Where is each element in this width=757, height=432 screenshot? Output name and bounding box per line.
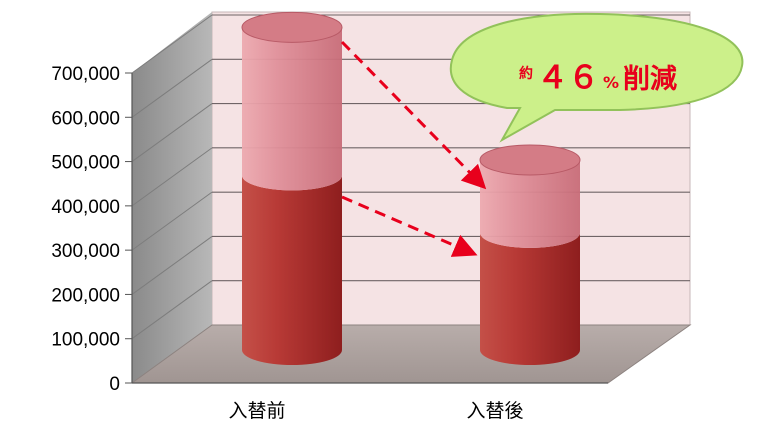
y-tick-label: 600,000 [51,108,120,129]
bar-cap [479,144,581,176]
y-tick-label: 400,000 [51,197,120,218]
arrow-mid [341,195,478,257]
gridline-side [131,103,213,162]
gridline-side [131,280,213,340]
gridline-side [131,14,213,74]
x-tick-label: 入替後 [466,400,523,422]
y-tick-label: 500,000 [51,153,120,174]
arrow-top [340,40,487,190]
y-tick-label: 100,000 [51,330,120,351]
bar-body [242,27,342,191]
callout-shape [449,12,744,143]
callout-percent: % [603,73,619,92]
bars [241,11,581,365]
bar-cap [241,11,343,43]
y-axis-ticks: 0 100,000 200,000 300,000 400,000 500,000 600,… [51,64,132,395]
bar-body [480,232,580,365]
callout-bubble: 約 ４６ % 削減 [449,12,744,143]
callout-number: ４６ [537,60,599,96]
callout-text: 約 ４６ % 削減 [519,60,677,96]
y-tick-label: 200,000 [51,285,120,306]
bar-segment [242,175,342,365]
gridline-side [131,236,213,295]
bar-segment [241,11,343,191]
y-tick-label: 0 [109,374,120,395]
x-axis-labels: 入替前 入替後 [228,400,523,422]
bar-segment [479,144,581,248]
gridline-side [131,147,213,207]
y-tick-label: 300,000 [51,241,120,262]
chart-floor [130,324,692,384]
callout-prefix: 約 [519,65,533,82]
callout-word: 削減 [623,64,677,95]
gridline-side [131,191,213,251]
bar-body [480,159,580,248]
y-tick-label: 700,000 [51,64,120,85]
gridline-side [131,58,213,118]
bar-segment [480,232,580,365]
chart-side-wall [132,12,212,383]
x-tick-label: 入替前 [228,400,285,422]
reduction-arrows [340,40,487,257]
bar-body [242,175,342,365]
